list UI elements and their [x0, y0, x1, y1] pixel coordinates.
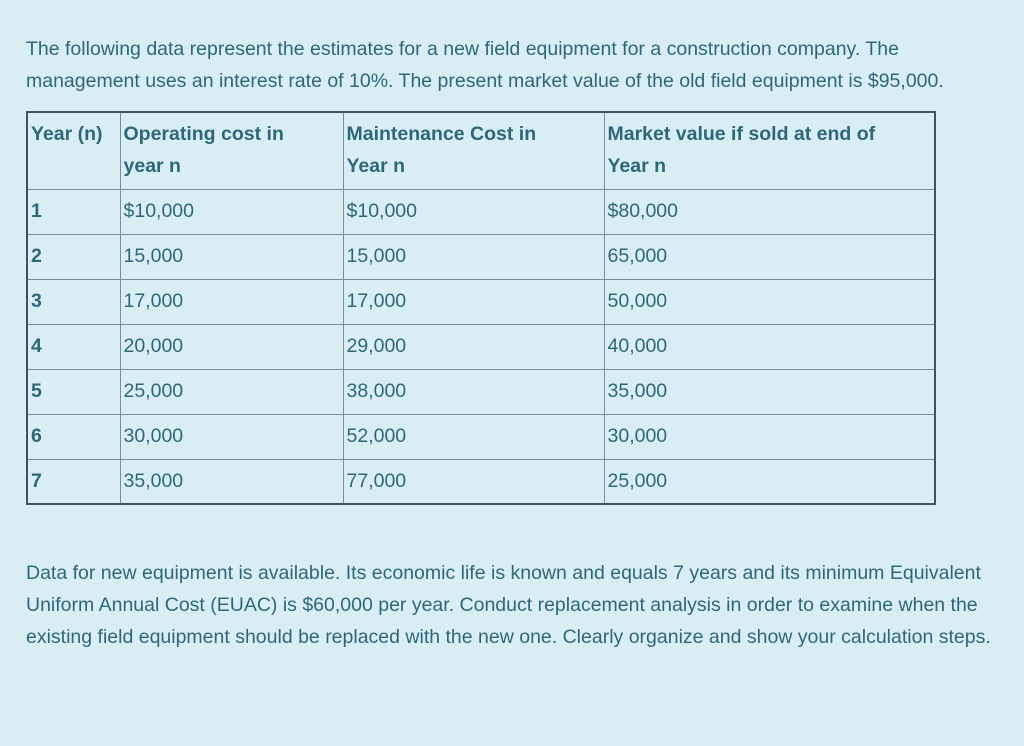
maintenance-cost-cell: 77,000: [342, 458, 605, 505]
maintenance-cost-cell: 38,000: [342, 368, 605, 415]
market-value-cell: 50,000: [603, 278, 936, 325]
header-line: Maintenance Cost in: [346, 123, 537, 145]
year-cell: 1: [26, 188, 121, 235]
operating-cost-cell: 30,000: [119, 413, 344, 460]
market-value-cell: 65,000: [603, 233, 936, 280]
market-value-cell: 30,000: [603, 413, 936, 460]
table-row: 3 17,000 17,000 50,000: [26, 278, 936, 325]
closing-paragraph: Data for new equipment is available. Its…: [26, 562, 991, 648]
year-cell: 7: [26, 458, 121, 505]
column-header-maintenance-cost: Maintenance Cost in Year n: [342, 111, 605, 190]
operating-cost-cell: 15,000: [119, 233, 344, 280]
table-row: 5 25,000 38,000 35,000: [26, 368, 936, 415]
header-line: Year (n): [31, 123, 103, 145]
table-row: 6 30,000 52,000 30,000: [26, 413, 936, 460]
column-header-operating-cost: Operating cost in year n: [119, 111, 344, 190]
year-cell: 6: [26, 413, 121, 460]
intro-paragraph: The following data represent the estimat…: [26, 38, 944, 92]
maintenance-cost-cell: 29,000: [342, 323, 605, 370]
table-row: 2 15,000 15,000 65,000: [26, 233, 936, 280]
column-header-year: Year (n): [26, 111, 121, 190]
header-line: Operating cost in: [123, 123, 284, 145]
table-row: 4 20,000 29,000 40,000: [26, 323, 936, 370]
header-line: Year n: [607, 155, 667, 177]
operating-cost-cell: 25,000: [119, 368, 344, 415]
year-cell: 5: [26, 368, 121, 415]
market-value-cell: 35,000: [603, 368, 936, 415]
year-cell: 2: [26, 233, 121, 280]
market-value-cell: 25,000: [603, 458, 936, 505]
question-content: The following data represent the estimat…: [26, 38, 991, 648]
maintenance-cost-cell: 17,000: [342, 278, 605, 325]
market-value-cell: $80,000: [603, 188, 936, 235]
year-cell: 3: [26, 278, 121, 325]
operating-cost-cell: 35,000: [119, 458, 344, 505]
header-line: Market value if sold at end of: [607, 123, 876, 145]
table-header-row: Year (n) Operating cost in year n Mainten…: [26, 111, 936, 190]
header-line: Year n: [346, 155, 406, 177]
maintenance-cost-cell: $10,000: [342, 188, 605, 235]
operating-cost-cell: 17,000: [119, 278, 344, 325]
header-line: year n: [123, 155, 181, 177]
operating-cost-cell: 20,000: [119, 323, 344, 370]
maintenance-cost-cell: 15,000: [342, 233, 605, 280]
operating-cost-cell: $10,000: [119, 188, 344, 235]
market-value-cell: 40,000: [603, 323, 936, 370]
equipment-estimates-table: Year (n) Operating cost in year n Mainten…: [26, 111, 936, 505]
maintenance-cost-cell: 52,000: [342, 413, 605, 460]
year-cell: 4: [26, 323, 121, 370]
table-row: 1 $10,000 $10,000 $80,000: [26, 188, 936, 235]
table-row: 7 35,000 77,000 25,000: [26, 458, 936, 505]
column-header-market-value: Market value if sold at end of Year n: [603, 111, 936, 190]
